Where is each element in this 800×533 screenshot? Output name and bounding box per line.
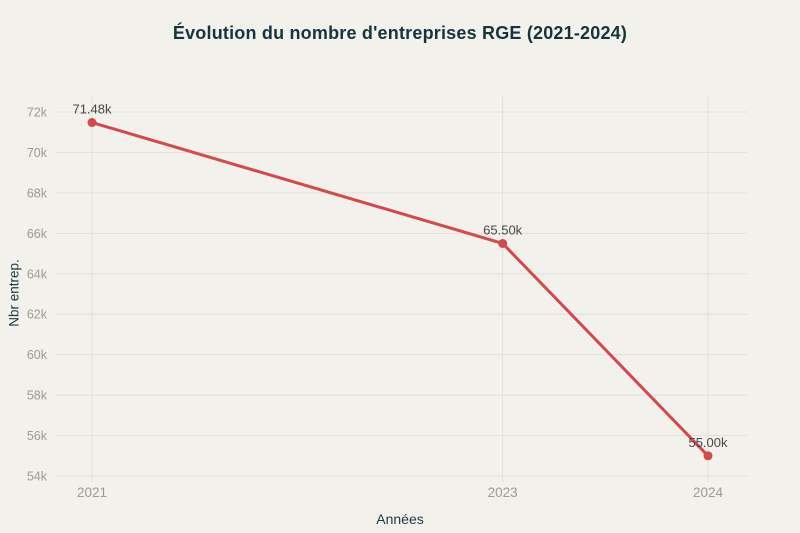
x-tick-label: 2021 [77,485,107,500]
y-tick-label: 68k [27,186,48,200]
y-tick-label: 66k [27,227,48,241]
y-axis-label: Nbr entrep. [6,259,22,327]
y-tick-label: 64k [27,267,48,281]
chart-title: Évolution du nombre d'entreprises RGE (2… [172,23,628,43]
y-tick-label: 60k [27,348,48,362]
y-tick-label: 72k [27,106,48,120]
y-tick-label: 56k [27,429,48,443]
data-point[interactable] [703,451,713,461]
data-point[interactable] [87,118,97,128]
point-label: 55.00k [688,435,728,450]
point-label: 65.50k [483,222,523,237]
line-series [90,121,710,458]
point-label: 71.48k [72,102,112,117]
y-tick-label: 70k [27,146,48,160]
y-tick-label: 54k [27,470,48,484]
y-tick-label: 62k [27,308,48,322]
x-tick-label: 2023 [488,485,518,500]
x-tick-label: 2024 [693,485,724,500]
data-point[interactable] [498,238,508,248]
x-axis-label: Années [376,511,424,527]
y-tick-label: 58k [27,389,48,403]
